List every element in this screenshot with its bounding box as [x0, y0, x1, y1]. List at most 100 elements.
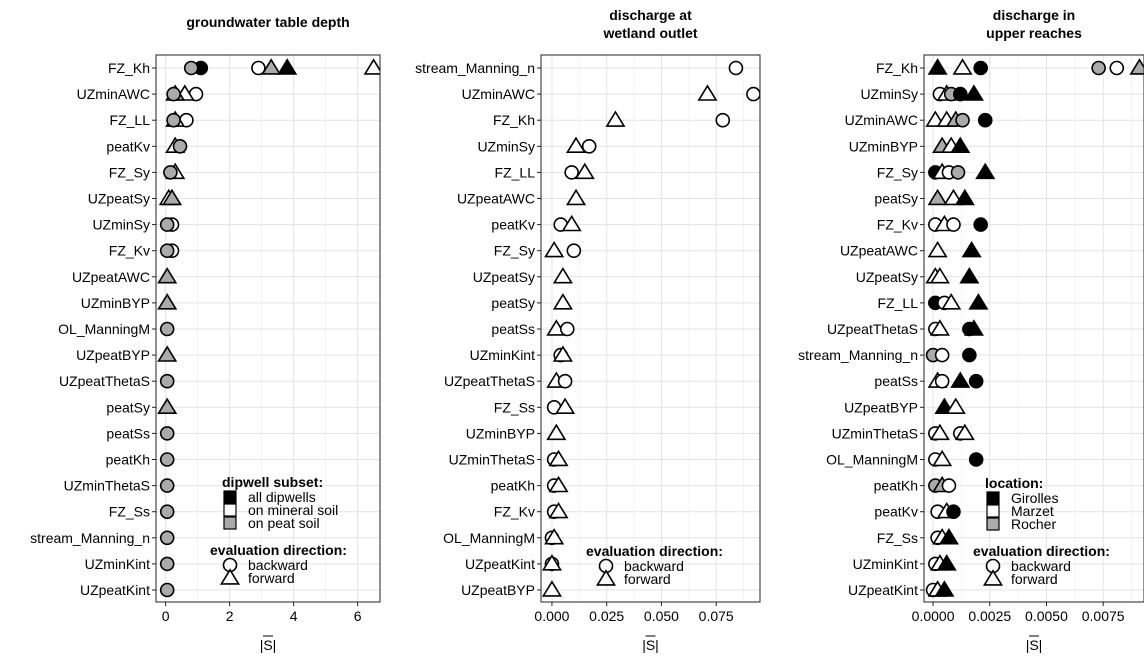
- data-point: [159, 556, 175, 572]
- y-tick-label: FZ_Kv: [109, 243, 150, 259]
- data-point: [605, 110, 626, 127]
- y-tick-label: UZpeatSy: [473, 269, 535, 285]
- data-point: [962, 347, 977, 363]
- data-point: [157, 397, 178, 415]
- data-point: [541, 554, 562, 571]
- data-point: [936, 554, 957, 571]
- data-point: [159, 373, 175, 389]
- y-tick-label: OL_ManningM: [826, 452, 918, 468]
- y-tick-label: UZminKint: [853, 556, 918, 572]
- y-tick-label: FZ_Kv: [877, 217, 918, 233]
- data-point: [929, 319, 950, 336]
- y-tick-label: stream_Manning_n: [798, 347, 918, 363]
- y-tick-label: FZ_LL: [110, 112, 151, 128]
- data-point: [715, 112, 731, 128]
- y-tick-label: UZpeatKint: [848, 582, 918, 598]
- y-tick-label: UZpeatThetaS: [444, 373, 535, 389]
- legend-title: evaluation direction:: [973, 543, 1110, 559]
- y-tick-label: FZ_Sy: [877, 164, 918, 180]
- legend-title: location:: [985, 475, 1043, 491]
- data-point: [941, 478, 957, 493]
- y-tick-label: peatSs: [106, 425, 150, 441]
- legend-key-fill: [223, 516, 237, 530]
- data-point: [959, 267, 980, 284]
- y-tick-label: FZ_Kh: [876, 60, 918, 76]
- data-point: [159, 426, 175, 441]
- y-tick-label: peatSs: [491, 321, 535, 337]
- data-point: [251, 60, 266, 76]
- data-point: [555, 397, 576, 415]
- data-point: [581, 139, 597, 154]
- data-point: [934, 347, 950, 363]
- y-tick-label: peatSy: [874, 191, 918, 207]
- data-point: [546, 423, 567, 441]
- data-point: [1129, 58, 1144, 75]
- data-point: [159, 243, 175, 258]
- legend-label: on peat soil: [248, 515, 320, 531]
- data-point: [954, 423, 975, 441]
- chart-title: discharge in: [993, 7, 1075, 23]
- data-point: [159, 321, 175, 337]
- x-tick-label: 6: [354, 608, 362, 624]
- data-point: [552, 267, 573, 284]
- data-point: [161, 188, 183, 206]
- legend-label: forward: [1011, 571, 1058, 587]
- legend-title: evaluation direction:: [210, 542, 347, 558]
- y-tick-label: peatSs: [874, 373, 918, 389]
- legend-key-fill: [986, 517, 1000, 531]
- data-point: [975, 162, 996, 180]
- legend-label: forward: [248, 570, 295, 586]
- data-point: [952, 58, 973, 75]
- y-tick-label: FZ_Ss: [494, 399, 535, 415]
- data-point: [938, 528, 959, 545]
- data-point: [968, 293, 989, 310]
- legend-label: all dipwells: [248, 489, 316, 505]
- data-point: [159, 504, 175, 520]
- data-point: [548, 501, 569, 519]
- legend-key-fill: [223, 503, 237, 517]
- y-tick-label: UZminSy: [477, 138, 535, 154]
- y-tick-label: UZpeatAWC: [72, 269, 150, 285]
- chart-panel-2: stream_Manning_n UZminAWC FZ_Kh UZminSy FZ_L…: [415, 7, 761, 653]
- data-point: [934, 373, 950, 389]
- data-point: [548, 475, 569, 493]
- data-point: [564, 165, 579, 180]
- legend-title: dipwell subset:: [222, 474, 323, 490]
- x-axis-label: |S|: [642, 637, 659, 653]
- grid-lines: [541, 55, 760, 602]
- data-point: [941, 293, 962, 310]
- legend-title: evaluation direction:: [586, 543, 723, 559]
- y-tick-label: stream_Manning_n: [415, 60, 535, 76]
- data-point: [363, 58, 380, 75]
- y-tick-label: UZminBYP: [466, 425, 535, 441]
- chart-title: groundwater table depth: [186, 14, 349, 30]
- data-point: [697, 84, 718, 101]
- y-tick-label: FZ_Sy: [109, 164, 150, 180]
- data-point: [952, 86, 968, 102]
- data-point: [574, 162, 595, 180]
- data-point: [968, 452, 984, 467]
- legend-key-shape: [219, 568, 241, 585]
- y-tick-label: OL_ManningM: [443, 530, 535, 546]
- y-tick-label: UZpeatBYP: [461, 582, 535, 598]
- data-point: [541, 580, 562, 597]
- data-point: [973, 217, 989, 232]
- x-tick-label: 2: [226, 608, 234, 624]
- data-point: [961, 240, 982, 258]
- x-tick-label: 0.025: [589, 608, 624, 624]
- data-point: [950, 165, 966, 180]
- data-point: [968, 373, 984, 389]
- y-tick-label: UZpeatThetaS: [827, 321, 918, 337]
- data-point: [559, 321, 575, 337]
- y-tick-label: UZminAWC: [462, 86, 535, 102]
- y-tick-label: UZpeatKint: [80, 582, 150, 598]
- y-tick-label: UZminAWC: [77, 86, 150, 102]
- x-tick-label: 0.0000: [912, 608, 955, 624]
- x-tick-label: 0.050: [644, 608, 679, 624]
- y-tick-label: peatKh: [491, 478, 535, 494]
- data-point: [157, 267, 178, 284]
- points: [541, 60, 760, 597]
- data-point: [166, 86, 181, 102]
